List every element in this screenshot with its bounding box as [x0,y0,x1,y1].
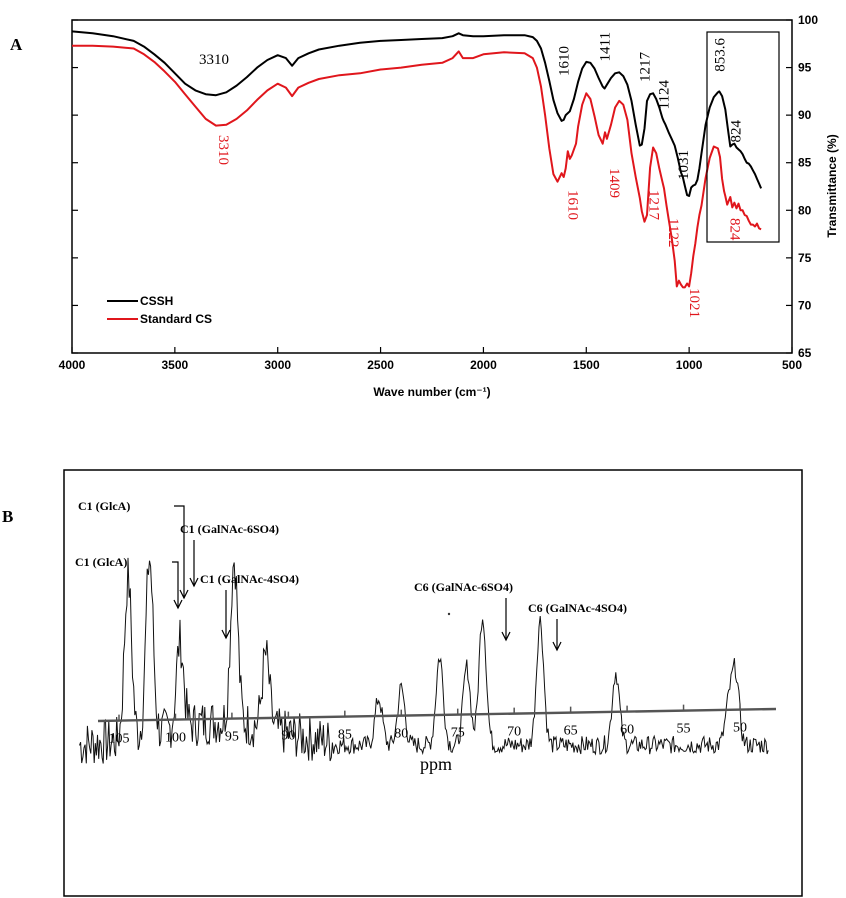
nmr-annotation: C1 (GlcA) [75,555,127,569]
nmr-x-tick-label: 85 [338,728,352,743]
ftir-y-tick-label: 95 [798,61,812,75]
nmr-x-tick-label: 105 [109,732,130,747]
legend-label-cssh: CSSH [140,294,173,308]
ftir-y-tick-label: 70 [798,298,812,312]
ftir-legend: CSSH Standard CS [107,294,212,326]
nmr-x-axis [97,707,777,723]
nmr-x-tick-label: 55 [677,722,691,737]
ftir-x-axis-label: Wave number (cm⁻¹) [373,385,490,399]
nmr-spectrum [79,557,769,764]
ftir-x-tick-label: 3500 [162,358,189,372]
nmr-arrowhead [552,641,562,652]
ftir-annotation-red: 1409 [606,168,622,198]
nmr-annotation: C1 (GalNAc-4SO4) [200,572,299,586]
ftir-y-tick-label: 65 [798,346,812,360]
ftir-y-axis-label: Transmittance (%) [825,134,839,237]
nmr-annotation: C1 (GlcA) [78,499,130,513]
ftir-annotation-black: 1217 [638,52,654,83]
ftir-series-line-standard-cs [72,44,762,289]
nmr-annotation: C6 (GalNAc-6SO4) [414,580,513,594]
ftir-y-tick-label: 75 [798,251,812,265]
nmr-annotation-arrow [172,561,179,608]
ftir-x-tick-label: 1000 [676,358,703,372]
panel-a-label: A [10,35,23,54]
nmr-x-tick-label: 80 [394,727,408,742]
nmr-x-ticks: 105 100 95 90 85 80 75 70 65 60 55 50 [109,703,747,747]
ftir-annotation-black: 1124 [657,80,673,110]
ftir-y-tick-label: 85 [798,156,812,170]
ftir-y-tick-label: 80 [798,203,812,217]
nmr-arrowhead [173,599,183,610]
ftir-x-tick-label: 1500 [573,358,600,372]
nmr-x-tick-label: 60 [620,723,634,738]
ftir-annotation-black: 1610 [557,46,573,76]
ftir-series-line-cssh [71,30,763,197]
nmr-x-tick-label: 75 [451,726,465,741]
nmr-arrowhead [189,577,199,588]
nmr-annotation: C6 (GalNAc-4SO4) [528,601,627,615]
nmr-x-tick-label: 95 [225,730,239,745]
nmr-x-tick-label: 50 [733,721,747,736]
nmr-x-tick-label: 70 [507,725,521,740]
nmr-arrowhead [221,629,231,640]
nmr-peak-annotations: C1 (GlcA) C1 (GlcA) C1 (GalNAc-6SO4) C1 (Ga… [75,499,627,652]
ftir-series [71,30,763,289]
ftir-x-ticks: 4000 3500 3000 2500 2000 1500 1000 500 [59,347,802,372]
ftir-annotation-red: 1021 [686,288,702,318]
ftir-annotation-red: 824 [726,218,742,241]
nmr-arrowhead [501,631,511,642]
ftir-annotation-red: 1610 [565,190,581,220]
nmr-speck [447,612,451,616]
ftir-annotation-black: 1411 [598,32,614,61]
ftir-y-tick-label: 90 [798,108,812,122]
ftir-chart: 4000 3500 3000 2500 2000 1500 1000 500 65 70 75 80… [59,13,839,399]
ftir-x-tick-label: 2000 [470,358,497,372]
nmr-plot-frame [63,469,803,897]
nmr-x-tick-label: 100 [165,731,186,746]
nmr-x-tick-label: 65 [564,724,578,739]
legend-label-standard-cs: Standard CS [140,312,212,326]
ftir-peak-annotations: 3310 1610 1411121711241031853.682433101610… [199,32,744,318]
nmr-spectrum-line [79,557,769,764]
ftir-x-tick-label: 4000 [59,358,86,372]
ftir-annotation-red: 3310 [215,135,231,165]
ftir-x-tick-label: 500 [782,358,802,372]
panel-b-label: B [2,507,13,526]
nmr-x-axis-label: ppm [420,754,452,774]
ftir-y-tick-label: 100 [798,13,818,27]
nmr-annotation: C1 (GalNAc-6SO4) [180,522,279,536]
ftir-annotation-red: 1122 [665,218,681,247]
ftir-annotation-black: 3310 [199,52,229,68]
ftir-y-ticks: 65 70 75 80 85 90 95 100 [72,13,818,360]
ftir-annotation-black: 1031 [676,150,692,180]
ftir-annotation-red: 1217 [646,190,662,221]
ftir-plot-frame [71,19,793,354]
ftir-annotation-black: 824 [728,120,744,143]
nmr-x-tick-label: 90 [281,729,295,744]
nmr-annotation-arrow [174,505,185,598]
nmr-arrowhead [179,589,189,600]
ftir-x-tick-label: 3000 [264,358,291,372]
highlight-box [706,31,780,243]
nmr-chart: 105 100 95 90 85 80 75 70 65 60 55 50 C1 (GlcA)C1 (… [63,469,803,897]
ftir-x-tick-label: 2500 [367,358,394,372]
ftir-annotation-black: 853.6 [712,38,728,72]
